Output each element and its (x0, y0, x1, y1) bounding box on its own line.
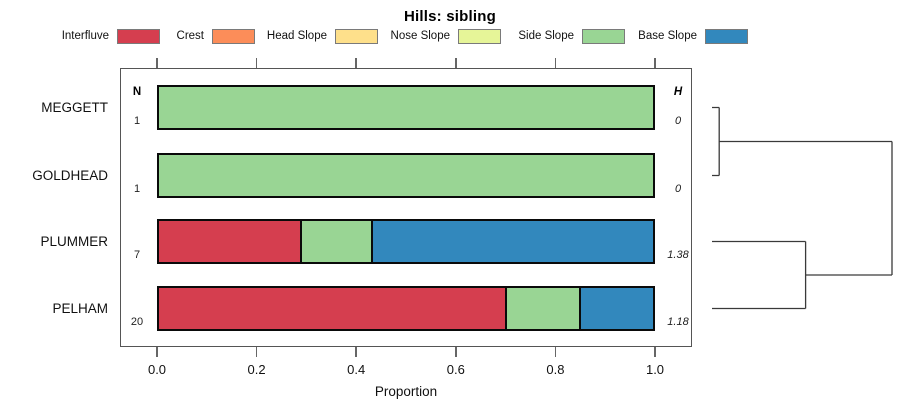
category-label: GOLDHEAD (32, 167, 108, 183)
h-value: 1.18 (667, 316, 689, 328)
x-axis-tick-top (554, 58, 557, 68)
stacked-bar (157, 153, 655, 198)
x-axis-tick-top (156, 58, 158, 68)
x-axis-tick-bottom (654, 347, 656, 357)
legend-swatch-nose-slope (458, 29, 501, 44)
stacked-bar (157, 219, 655, 264)
x-axis-tick-label: 0.2 (247, 362, 266, 377)
category-label: PLUMMER (40, 233, 108, 249)
bar-segment-side-slope (504, 288, 579, 329)
n-value: 1 (133, 183, 141, 195)
h-value: 1.38 (667, 249, 689, 261)
h-value: 0 (674, 183, 682, 195)
x-axis-tick-label: 0.8 (546, 362, 565, 377)
x-axis-tick-label: 1.0 (645, 362, 665, 377)
bar-segment-interfluve (159, 221, 301, 262)
bar-segment-side-slope (159, 155, 653, 196)
n-value: 1 (133, 115, 141, 127)
dendrogram (712, 106, 893, 310)
legend-swatch-base-slope (705, 29, 748, 44)
h-value: 0 (674, 115, 682, 127)
n-value: 20 (130, 316, 144, 328)
legend-label: Base Slope (638, 30, 697, 42)
legend-label: Crest (176, 30, 204, 42)
x-axis-tick-top (455, 58, 457, 68)
x-axis-tick-bottom (255, 347, 258, 357)
bar-segment-base-slope (578, 288, 653, 329)
n-column-header: N (132, 86, 142, 98)
category-label: PELHAM (52, 300, 108, 316)
x-axis-tick-bottom (355, 347, 357, 357)
legend-label: Side Slope (518, 30, 574, 42)
x-axis-tick-label: 0.6 (446, 362, 465, 377)
category-label: MEGGETT (41, 99, 108, 115)
x-axis-tick-bottom (455, 347, 457, 357)
x-axis-tick-top (654, 58, 656, 68)
x-axis-tick-bottom (554, 347, 557, 357)
x-axis-title: Proportion (374, 384, 438, 399)
legend-label: Head Slope (266, 30, 327, 42)
h-column-header: H (673, 86, 683, 98)
x-axis-tick-top (255, 58, 258, 68)
legend-swatch-crest (212, 29, 255, 44)
bar-segment-base-slope (370, 221, 653, 262)
stacked-bar (157, 85, 655, 130)
x-axis-tick-label: 0.4 (347, 362, 366, 377)
x-axis-tick-top (355, 58, 357, 68)
x-axis-tick-label: 0.0 (147, 362, 167, 377)
legend-swatch-head-slope (335, 29, 378, 44)
legend-label: Nose Slope (390, 30, 450, 42)
legend-swatch-side-slope (582, 29, 625, 44)
chart-title: Hills: sibling (404, 8, 496, 25)
bar-segment-side-slope (159, 87, 653, 128)
stacked-bar (157, 286, 655, 331)
legend-label: Interfluve (61, 30, 109, 42)
x-axis-tick-bottom (156, 347, 158, 357)
n-value: 7 (133, 249, 141, 261)
legend-swatch-interfluve (117, 29, 160, 44)
bar-segment-side-slope (300, 221, 371, 262)
bar-segment-interfluve (159, 288, 505, 329)
dendrogram-links (712, 106, 893, 310)
